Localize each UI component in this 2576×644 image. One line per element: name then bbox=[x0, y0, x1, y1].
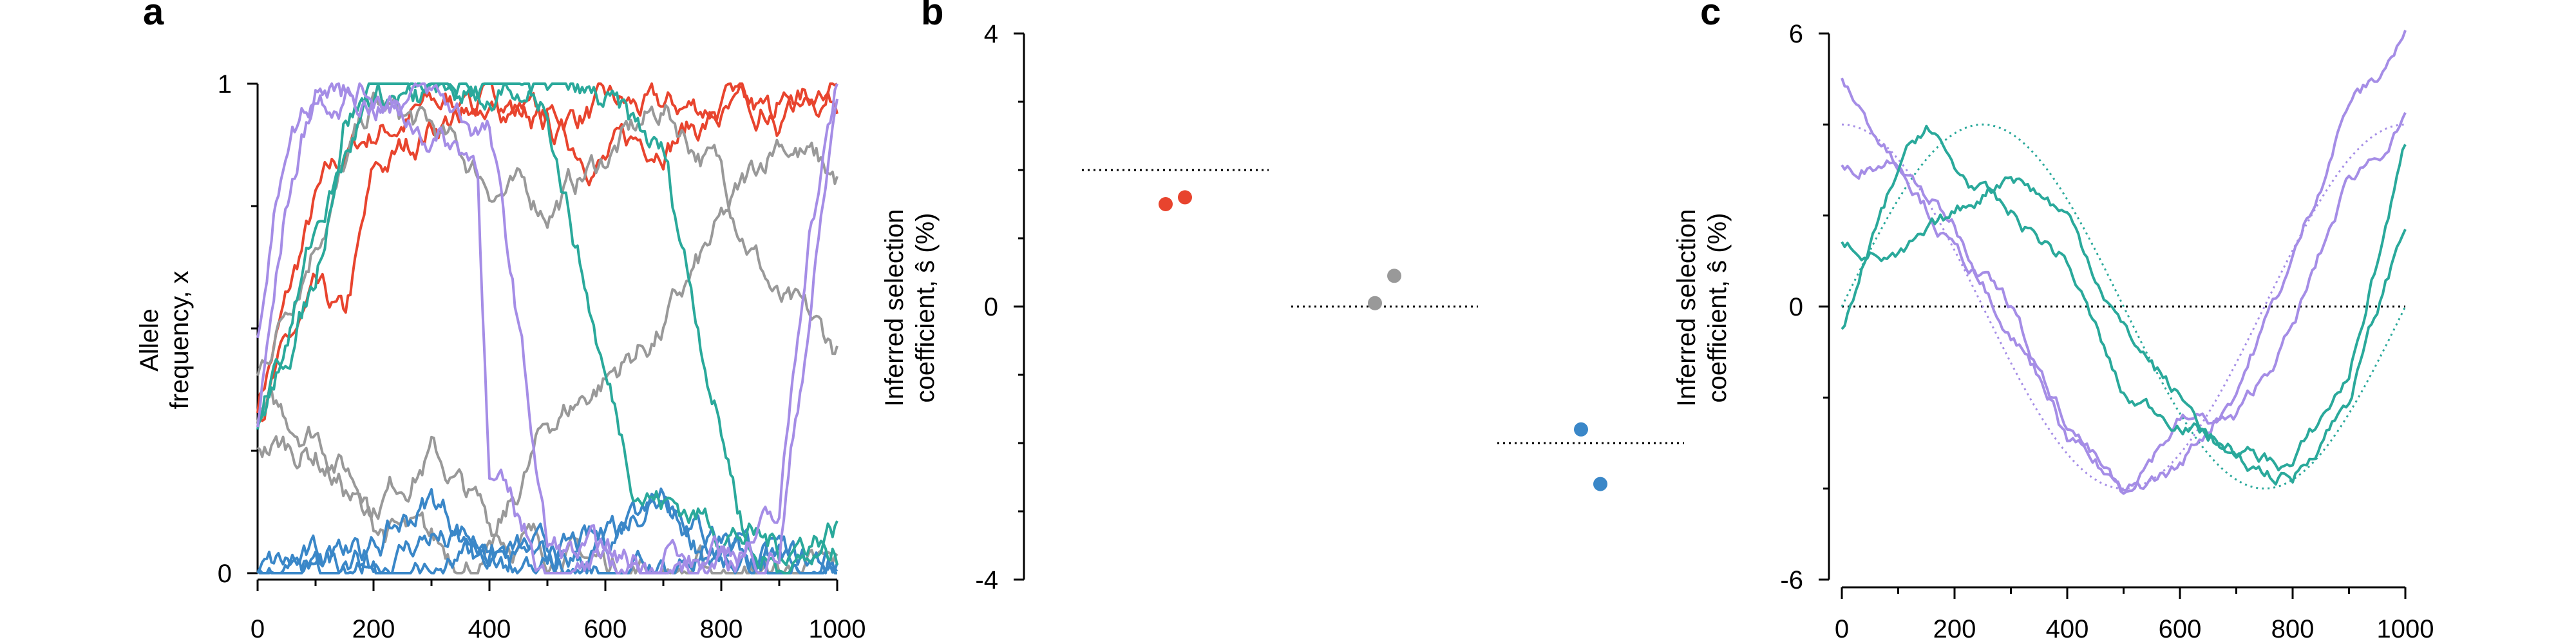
panel-c: c Inferred selection coefficient, ŝ (%) … bbox=[1672, 0, 2434, 643]
panel-c-x-tick-label: 200 bbox=[1933, 615, 1976, 643]
panel-a-series-line bbox=[256, 91, 838, 377]
panel-c-x-tick-label: 400 bbox=[2046, 615, 2089, 643]
panel-b-point bbox=[1593, 477, 1607, 491]
panel-c-series-line bbox=[1841, 30, 2407, 492]
panel-c-series bbox=[1841, 30, 2407, 495]
panel-b-point bbox=[1574, 422, 1588, 437]
panel-a-series-line bbox=[256, 82, 838, 574]
panel-b-point bbox=[1178, 190, 1192, 205]
panel-a-y-tick-label: 0 bbox=[218, 560, 232, 588]
panel-b-axes: -4 0 4 bbox=[975, 20, 1025, 594]
panel-a-series-line bbox=[256, 488, 837, 574]
panel-c-x-tick-label: 600 bbox=[2159, 615, 2202, 643]
panel-c-ylabel-line1: Inferred selection bbox=[1672, 209, 1701, 407]
panel-c-ylabel-line2: coefficient, ŝ (%) bbox=[1703, 213, 1732, 403]
panel-b-y-tick-label: 0 bbox=[984, 293, 998, 321]
panel-b-point bbox=[1387, 269, 1401, 283]
panel-a-series-line bbox=[256, 138, 838, 574]
panel-c-y-tick-label: 0 bbox=[1789, 293, 1803, 321]
panel-a-ylabel-line2: frequency, x bbox=[166, 271, 194, 410]
panel-a-x-tick-label: 1000 bbox=[809, 615, 866, 643]
panel-c-true-curve bbox=[1841, 123, 2407, 490]
panel-a-letter: a bbox=[143, 0, 164, 33]
panel-c-series-line bbox=[1841, 124, 2407, 471]
panel-b-letter: b bbox=[921, 0, 943, 33]
panel-a-series-line bbox=[256, 82, 838, 424]
panel-c-axes: -6 0 6 0 200 400 600 800 1000 bbox=[1780, 20, 2434, 643]
panel-a-x-tick-label: 0 bbox=[251, 615, 265, 643]
panel-a-x-tick-label: 600 bbox=[584, 615, 627, 643]
panel-a-series-line bbox=[256, 82, 838, 574]
panel-a-x-tick-label: 400 bbox=[468, 615, 511, 643]
panel-b-ylabel-line2: coefficient, ŝ (%) bbox=[911, 213, 940, 403]
panel-b-points bbox=[1082, 169, 1684, 491]
panel-a-y-tick-label: 1 bbox=[218, 70, 232, 99]
panel-a-x-tick-label: 800 bbox=[700, 615, 743, 643]
panel-b-y-tick-label: 4 bbox=[984, 20, 998, 48]
panel-c-letter: c bbox=[1700, 0, 1721, 33]
panel-b: b Inferred selection coefficient, ŝ (%) … bbox=[880, 0, 1684, 594]
panel-a-ylabel-line1: Allele bbox=[135, 308, 164, 372]
panel-a-series-line bbox=[256, 82, 838, 567]
panel-a-series-line bbox=[256, 82, 838, 413]
panel-a: a Allele frequency, x 0 1 0 200 400 600 800 100… bbox=[135, 0, 866, 643]
panel-c-x-tick-label: 800 bbox=[2271, 615, 2315, 643]
panel-a-axes: 0 1 0 200 400 600 800 1000 bbox=[218, 70, 866, 643]
panel-c-x-tick-label: 1000 bbox=[2377, 615, 2434, 643]
panel-c-y-tick-label: -6 bbox=[1780, 566, 1803, 594]
panel-c-x-tick-label: 0 bbox=[1835, 615, 1849, 643]
panel-c-series-line bbox=[1841, 112, 2407, 495]
panel-a-series-line bbox=[256, 526, 838, 574]
panel-a-series bbox=[256, 82, 838, 574]
panel-a-x-tick-label: 200 bbox=[352, 615, 395, 643]
panel-b-point bbox=[1368, 296, 1382, 310]
panel-b-point bbox=[1159, 197, 1173, 211]
panel-b-ylabel-line1: Inferred selection bbox=[880, 209, 909, 407]
panel-b-y-tick-label: -4 bbox=[975, 566, 998, 594]
panel-c-y-tick-label: 6 bbox=[1789, 20, 1803, 48]
panel-c-series-line bbox=[1841, 176, 2407, 486]
